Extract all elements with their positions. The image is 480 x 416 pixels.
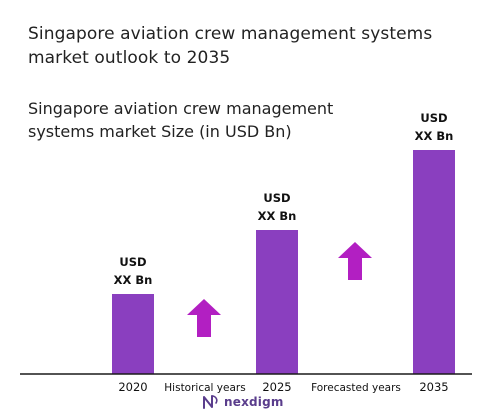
labels-layer: USD XX Bn 2020 USD XX Bn 2025 USD XX Bn 2035 Hist… [114, 111, 454, 394]
x-tick-label-2035: 2035 [419, 380, 448, 394]
x-tick-label-2020: 2020 [118, 380, 147, 394]
bars-layer [112, 150, 455, 374]
data-label-2020-line1: USD [119, 255, 146, 269]
bar-2025 [256, 230, 298, 374]
x-tick-label-2025: 2025 [262, 380, 291, 394]
period-label-1: Historical years [164, 382, 245, 394]
chart-subtitle: Singapore aviation crew management syste… [28, 99, 334, 141]
up-arrow-icon-forecast [338, 242, 372, 280]
data-label-2035-line1: USD [420, 111, 447, 125]
data-label-2020-line2: XX Bn [114, 273, 153, 287]
chart-title: Singapore aviation crew management syste… [28, 24, 433, 68]
data-label-2025-line1: USD [263, 191, 290, 205]
brand-logo: nexdigm [202, 393, 284, 411]
data-label-2025-line2: XX Bn [258, 209, 297, 223]
up-arrow-icon-historical [187, 299, 221, 337]
period-label-2: Forecasted years [311, 382, 401, 394]
bar-2020 [112, 294, 154, 374]
nexdigm-mark-icon [203, 395, 218, 409]
bar-2035 [413, 150, 455, 374]
data-label-2035-line2: XX Bn [415, 129, 454, 143]
growth-arrows [187, 242, 372, 337]
brand-name: nexdigm [224, 395, 284, 409]
